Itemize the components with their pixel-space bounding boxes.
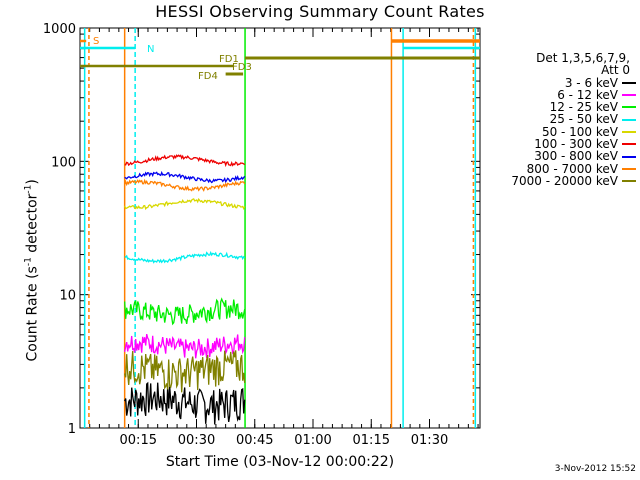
flag-label: N [147,44,154,55]
x-tick-label: 01:15 [353,433,390,448]
x-tick-label: 00:30 [178,433,215,448]
x-axis-label: Start Time (03-Nov-12 00:00:22) [165,454,395,470]
legend: Det 1,3,5,6,7,9, Att 0 3 - 6 keV 6 - 12 k… [488,52,636,187]
y-tick-label: 1 [68,422,76,437]
legend-label: 6 - 12 keV [557,87,618,102]
series-line [124,250,246,264]
legend-label: 12 - 25 keV [549,100,618,115]
y-axis-label: Count Rate (s-1 detector-1) [23,179,41,362]
legend-entry: 25 - 50 keV [488,112,636,127]
legend-header-attenuator: Att 0 [601,63,630,78]
legend-entry: 6 - 12 keV [488,89,636,101]
legend-label: 50 - 100 keV [541,124,618,139]
legend-entry: 800 - 7000 keV [488,161,636,176]
flag-label: FD3 [232,62,252,73]
legend-entry: 3 - 6 keV [488,75,636,90]
series-line [124,154,246,168]
series-line [124,170,246,184]
flag-label: FD1 [219,54,239,65]
x-tick-label: 00:45 [236,433,273,448]
y-tick-label: 10 [59,289,76,304]
legend-swatch [622,94,636,97]
legend-swatch [622,81,636,84]
x-tick-label: 00:15 [120,433,157,448]
flag-label: S [93,36,99,47]
series-line [124,178,246,192]
x-tick-label: 01:30 [411,433,448,448]
x-tick-label: 01:00 [294,433,331,448]
legend-label: 3 - 6 keV [564,75,618,90]
legend-label: 25 - 50 keV [549,112,618,127]
y-tick-label: 100 [51,155,76,170]
plot-frame [79,27,481,429]
legend-label: 300 - 800 keV [534,149,618,164]
legend-label: 7000 - 20000 keV [511,173,618,188]
legend-entry: 300 - 800 keV [488,149,636,164]
legend-swatch [622,118,636,121]
series-line [124,333,246,359]
flag-label: FD4 [198,71,218,82]
series-line [124,350,246,393]
legend-header-detectors: Det 1,3,5,6,7,9, [536,51,630,65]
legend-label: 800 - 7000 keV [526,161,618,176]
legend-entry: 12 - 25 keV [488,101,636,113]
legend-swatch [622,106,636,109]
series-line [124,381,246,425]
legend-swatch [622,180,636,183]
series-line [124,197,246,211]
series-line [124,297,246,326]
legend-swatch [622,155,636,158]
legend-entry: 7000 - 20000 keV [488,175,636,187]
legend-swatch [622,143,636,146]
legend-entry: 100 - 300 keV [488,138,636,150]
legend-swatch [622,167,636,170]
chart-title: HESSI Observing Summary Count Rates [155,2,485,21]
legend-entry: 50 - 100 keV [488,124,636,139]
y-tick-label: 1000 [43,22,76,37]
legend-label: 100 - 300 keV [534,137,618,152]
legend-swatch [622,130,636,133]
plot-date-stamp: 3-Nov-2012 15:52 [554,464,636,474]
